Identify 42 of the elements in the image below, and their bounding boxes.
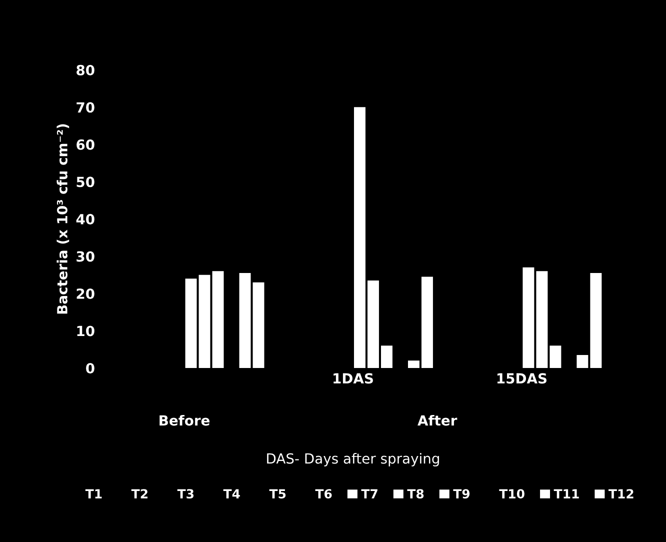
bar [367,280,379,368]
bar [252,282,264,368]
bar [590,273,602,368]
y-tick-label: 0 [86,362,94,374]
text: After [418,414,458,426]
text: T2 [131,489,148,498]
text: T3 [177,489,194,499]
bar [380,346,392,368]
y-tick-label: 60 [76,139,94,150]
x-axis-title: DAS- Days after spraying [267,452,439,466]
y-tick-label: 30 [76,251,94,262]
bar [536,271,548,368]
x-tick-label: 1DAS [334,373,373,384]
bar [408,360,420,368]
text: T6 [315,489,332,499]
y-tick-label: 10 [77,326,94,336]
y-tick-label: 80 [76,64,94,76]
bar [421,276,433,368]
y-tick-label: 20 [76,288,94,299]
legend-label: T9 [453,489,470,499]
text: Before [160,414,210,426]
bar [239,273,251,368]
text: T1 [85,489,102,498]
legend-label: T7 [361,489,378,498]
text: T5 [269,489,286,499]
bar [185,278,197,368]
bar [522,267,534,368]
bar [212,271,224,368]
y-tick-label: 40 [76,214,94,224]
bar [354,107,366,368]
y-tick-label: 70 [76,102,94,113]
y-tick-label: 50 [76,176,94,188]
bar [550,346,562,368]
y-axis-title: Bacteria (x 10³ cfu cm⁻²) [56,124,70,314]
text: T10 [499,489,524,499]
x-tick-label: 15DAS [497,373,546,384]
bar [198,274,210,368]
bar [576,354,588,368]
legend-label: T11 [554,489,579,498]
text: T4 [223,489,240,498]
legend-label: T12 [608,489,634,498]
legend-label: T8 [407,489,424,499]
